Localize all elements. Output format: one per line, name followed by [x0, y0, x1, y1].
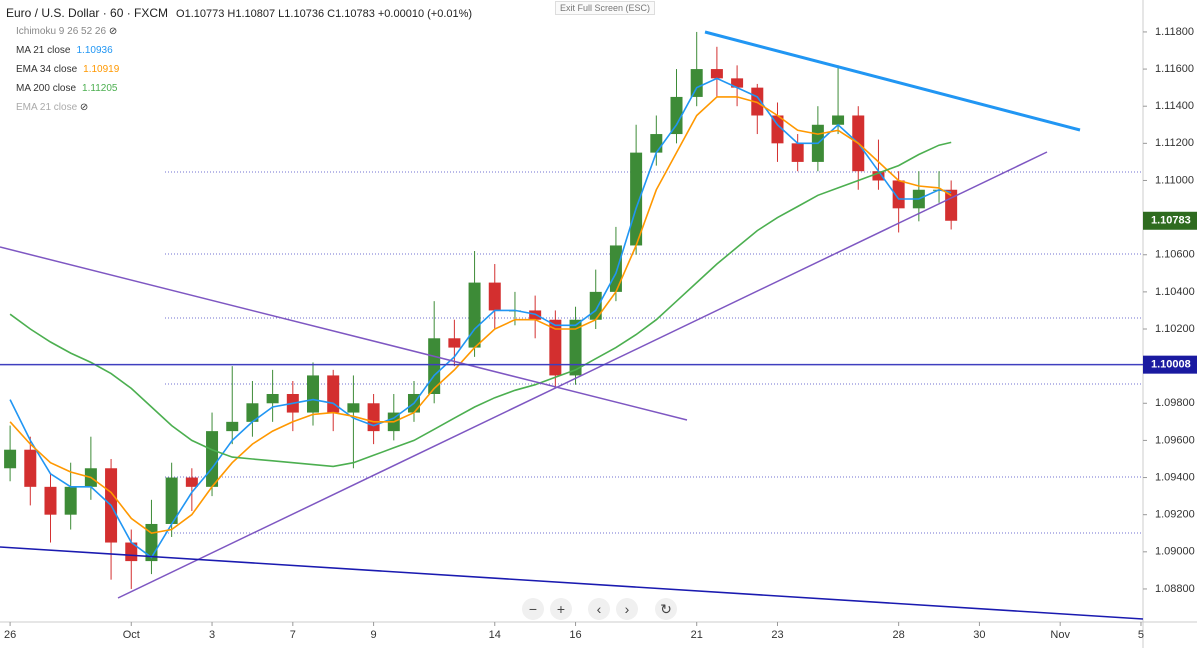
header: Euro / U.S. Dollar · 60 · FXCM O1.10773 H…	[6, 6, 472, 20]
y-tick-label: 1.09600	[1155, 434, 1195, 446]
candle-body	[125, 542, 138, 562]
level-label-bg	[1143, 355, 1197, 374]
y-tick-label: 1.10600	[1155, 249, 1195, 261]
candle-body	[731, 78, 744, 88]
candle-body	[751, 87, 764, 116]
candle-body	[44, 486, 57, 515]
x-tick-label: 16	[569, 629, 581, 641]
x-tick-label: 26	[4, 629, 16, 641]
x-tick-label: 28	[893, 629, 905, 641]
candle-body	[307, 375, 320, 413]
candle-body	[832, 115, 845, 125]
candle-body	[690, 69, 703, 97]
exit-fullscreen[interactable]: Exit Full Screen (ESC)	[555, 1, 656, 15]
candle-body	[549, 319, 562, 376]
level-label: 1.10008	[1151, 359, 1191, 371]
legend-label: Ichimoku 9 26 52 26	[16, 26, 107, 37]
y-tick-label: 1.10400	[1155, 286, 1195, 298]
legend-entry[interactable]: EMA 34 close 1.10919	[10, 64, 120, 75]
symbol-title: Euro / U.S. Dollar · 60 · FXCM	[6, 6, 169, 20]
x-tick-label: 9	[371, 629, 377, 641]
legend-entry[interactable]: MA 21 close 1.10936	[10, 45, 113, 56]
candle-body	[945, 189, 958, 221]
x-tick-label: 21	[691, 629, 703, 641]
scroll-right-button[interactable]: ›	[616, 598, 638, 620]
x-tick-label: 30	[973, 629, 985, 641]
x-tick-label: 7	[290, 629, 296, 641]
indicator-line	[9, 96, 952, 535]
candle-body	[791, 143, 804, 162]
last-price-bg	[1143, 211, 1197, 230]
last-price-label: 1.10783	[1151, 215, 1191, 227]
scroll-left-button[interactable]: ‹	[588, 598, 610, 620]
y-tick-label: 1.09200	[1155, 509, 1195, 521]
y-tick-label: 1.09000	[1155, 546, 1195, 558]
legend-value: 1.11205	[82, 83, 118, 94]
candle-body	[64, 486, 77, 515]
trendlines	[0, 30, 1144, 620]
ohlc-values: O1.10773 H1.10807 L1.10736 C1.10783 +0.0…	[176, 8, 473, 20]
x-tick-label: Nov	[1050, 629, 1070, 641]
candle-body	[872, 171, 885, 181]
y-tick-label: 1.11600	[1155, 63, 1194, 75]
x-tick-label: Oct	[123, 629, 140, 641]
candle-body	[206, 431, 219, 487]
y-tick-label: 1.11000	[1155, 174, 1194, 186]
indicator-line	[9, 141, 952, 468]
candle-body	[650, 134, 663, 153]
candle-body	[24, 449, 37, 487]
y-tick-label: 1.09400	[1155, 471, 1195, 483]
zoom-out-button[interactable]: −	[522, 598, 544, 620]
legend-hidden[interactable]: Ichimoku 9 26 52 26 ⊘	[10, 26, 118, 37]
legend-label: EMA 34 close	[16, 64, 78, 75]
x-tick-label: 5	[1138, 629, 1144, 641]
candle-body	[246, 403, 259, 422]
candle-body	[569, 319, 582, 376]
candle-body	[710, 69, 723, 79]
zoom-in-button[interactable]: +	[550, 598, 572, 620]
legend-label: MA 21 close	[16, 45, 71, 56]
legend-label: MA 200 close	[16, 83, 77, 94]
y-tick-label: 1.10200	[1155, 323, 1195, 335]
candle-body	[4, 449, 17, 469]
candle-body	[609, 245, 622, 292]
marks	[4, 31, 958, 589]
candle-body	[266, 393, 279, 404]
legend-label: EMA 21 close	[16, 102, 78, 113]
legend-entry[interactable]: MA 200 close 1.11205	[10, 83, 118, 94]
candle-body	[670, 96, 683, 135]
candle-body	[771, 115, 784, 144]
candle-body	[165, 477, 178, 524]
legend-hidden[interactable]: EMA 21 close ⊘	[10, 102, 89, 113]
y-tick-label: 1.09800	[1155, 397, 1195, 409]
y-tick-label: 1.08800	[1155, 583, 1195, 595]
candle-body	[488, 282, 501, 311]
candle-body	[630, 152, 643, 246]
y-tick-label: 1.11800	[1155, 26, 1194, 38]
legend-value: 1.10919	[83, 64, 120, 75]
candle-body	[448, 338, 461, 348]
candle-body	[367, 403, 380, 432]
x-tick-label: 23	[771, 629, 783, 641]
candle-body	[226, 421, 239, 432]
x-tick-label: 14	[489, 629, 501, 641]
reset-button[interactable]: ↻	[655, 598, 677, 620]
candle-body	[589, 291, 602, 320]
x-tick-label: 3	[209, 629, 215, 641]
y-tick-label: 1.11200	[1155, 137, 1194, 149]
y-tick-label: 1.11400	[1155, 100, 1194, 112]
candle-body	[892, 180, 905, 209]
legend-value: 1.10936	[76, 45, 113, 56]
candle-body	[468, 282, 481, 348]
candle-body	[185, 477, 198, 487]
candle-body	[347, 403, 360, 413]
